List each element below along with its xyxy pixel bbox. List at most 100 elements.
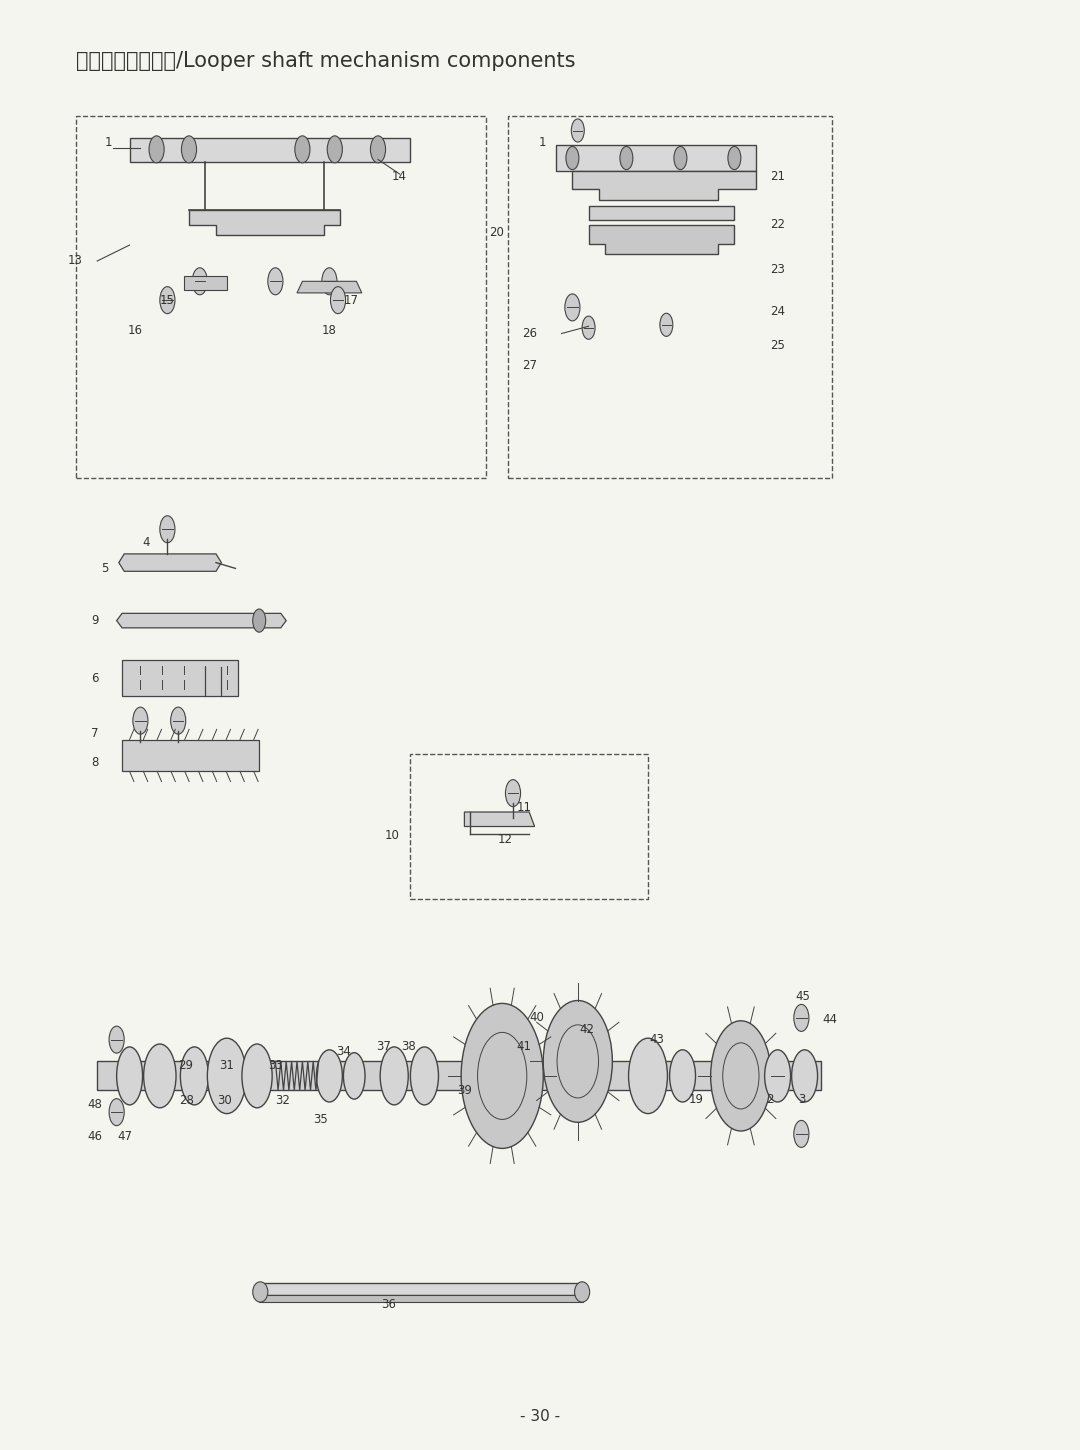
Ellipse shape bbox=[109, 1027, 124, 1053]
Ellipse shape bbox=[117, 1047, 143, 1105]
Ellipse shape bbox=[207, 1038, 246, 1114]
Text: 37: 37 bbox=[376, 1041, 391, 1053]
Ellipse shape bbox=[171, 708, 186, 734]
Ellipse shape bbox=[566, 146, 579, 170]
Polygon shape bbox=[122, 740, 259, 771]
Ellipse shape bbox=[582, 316, 595, 339]
Ellipse shape bbox=[253, 1282, 268, 1302]
Ellipse shape bbox=[565, 294, 580, 320]
Text: 15: 15 bbox=[160, 294, 175, 306]
Text: 42: 42 bbox=[579, 1024, 594, 1035]
Ellipse shape bbox=[144, 1044, 176, 1108]
Ellipse shape bbox=[674, 146, 687, 170]
Ellipse shape bbox=[571, 119, 584, 142]
Ellipse shape bbox=[380, 1047, 408, 1105]
Ellipse shape bbox=[711, 1021, 771, 1131]
Ellipse shape bbox=[461, 1003, 543, 1148]
Text: 6: 6 bbox=[92, 673, 98, 684]
Ellipse shape bbox=[192, 268, 207, 294]
Text: 38: 38 bbox=[401, 1041, 416, 1053]
Text: 24: 24 bbox=[770, 306, 785, 318]
Text: 43: 43 bbox=[649, 1034, 664, 1045]
Ellipse shape bbox=[765, 1050, 791, 1102]
Text: 1: 1 bbox=[539, 136, 545, 148]
Polygon shape bbox=[572, 171, 756, 200]
Text: 35: 35 bbox=[313, 1114, 328, 1125]
Ellipse shape bbox=[133, 708, 148, 734]
Text: 13: 13 bbox=[68, 255, 83, 267]
Ellipse shape bbox=[543, 1000, 612, 1122]
Ellipse shape bbox=[322, 268, 337, 294]
Text: 44: 44 bbox=[822, 1014, 837, 1025]
Text: 8: 8 bbox=[92, 757, 98, 768]
Ellipse shape bbox=[505, 780, 521, 806]
Text: 三、上轴机构部件/Looper shaft mechanism components: 三、上轴机构部件/Looper shaft mechanism componen… bbox=[76, 51, 576, 71]
Text: 46: 46 bbox=[87, 1131, 103, 1143]
Polygon shape bbox=[119, 554, 221, 571]
Text: 34: 34 bbox=[336, 1045, 351, 1057]
Text: 11: 11 bbox=[516, 802, 531, 813]
Ellipse shape bbox=[575, 1282, 590, 1302]
Polygon shape bbox=[464, 812, 535, 826]
Text: 31: 31 bbox=[219, 1060, 234, 1072]
Text: 20: 20 bbox=[489, 226, 504, 238]
Text: 28: 28 bbox=[179, 1095, 194, 1106]
Text: 18: 18 bbox=[322, 325, 337, 336]
Text: 5: 5 bbox=[102, 563, 108, 574]
Text: 29: 29 bbox=[178, 1060, 193, 1072]
Text: 32: 32 bbox=[275, 1095, 291, 1106]
Text: 4: 4 bbox=[143, 536, 149, 548]
Ellipse shape bbox=[794, 1121, 809, 1147]
Ellipse shape bbox=[670, 1050, 696, 1102]
Text: 26: 26 bbox=[522, 328, 537, 339]
Text: 36: 36 bbox=[381, 1299, 396, 1311]
Ellipse shape bbox=[410, 1047, 438, 1105]
Text: 7: 7 bbox=[92, 728, 98, 740]
Text: 33: 33 bbox=[268, 1060, 283, 1072]
Ellipse shape bbox=[109, 1099, 124, 1125]
Text: 27: 27 bbox=[522, 360, 537, 371]
Polygon shape bbox=[117, 613, 286, 628]
Text: 12: 12 bbox=[498, 834, 513, 845]
Text: 16: 16 bbox=[127, 325, 143, 336]
Text: 41: 41 bbox=[516, 1041, 531, 1053]
Ellipse shape bbox=[728, 146, 741, 170]
Text: 17: 17 bbox=[343, 294, 359, 306]
Ellipse shape bbox=[620, 146, 633, 170]
Polygon shape bbox=[589, 225, 734, 254]
Polygon shape bbox=[184, 276, 227, 290]
Ellipse shape bbox=[723, 1043, 759, 1109]
Polygon shape bbox=[589, 206, 734, 220]
Ellipse shape bbox=[660, 313, 673, 336]
Ellipse shape bbox=[330, 287, 346, 313]
Polygon shape bbox=[122, 660, 238, 696]
Text: 22: 22 bbox=[770, 219, 785, 231]
Ellipse shape bbox=[149, 136, 164, 162]
Polygon shape bbox=[130, 138, 410, 162]
Ellipse shape bbox=[295, 136, 310, 162]
Ellipse shape bbox=[268, 268, 283, 294]
Text: 23: 23 bbox=[770, 264, 785, 276]
Ellipse shape bbox=[557, 1025, 598, 1098]
Ellipse shape bbox=[792, 1050, 818, 1102]
Text: 39: 39 bbox=[457, 1085, 472, 1096]
Ellipse shape bbox=[370, 136, 386, 162]
Polygon shape bbox=[97, 1061, 821, 1090]
Text: 14: 14 bbox=[392, 171, 407, 183]
Ellipse shape bbox=[629, 1038, 667, 1114]
Polygon shape bbox=[259, 1283, 583, 1295]
Text: 9: 9 bbox=[92, 615, 98, 626]
Text: 19: 19 bbox=[689, 1093, 704, 1105]
Text: 40: 40 bbox=[529, 1012, 544, 1024]
Polygon shape bbox=[189, 210, 340, 235]
Ellipse shape bbox=[242, 1044, 272, 1108]
Polygon shape bbox=[297, 281, 362, 293]
Ellipse shape bbox=[253, 609, 266, 632]
Text: 3: 3 bbox=[798, 1093, 805, 1105]
Text: - 30 -: - 30 - bbox=[519, 1409, 561, 1424]
Ellipse shape bbox=[794, 1005, 809, 1031]
Text: 47: 47 bbox=[118, 1131, 133, 1143]
Text: 1: 1 bbox=[105, 136, 111, 148]
Ellipse shape bbox=[316, 1050, 342, 1102]
Ellipse shape bbox=[181, 136, 197, 162]
